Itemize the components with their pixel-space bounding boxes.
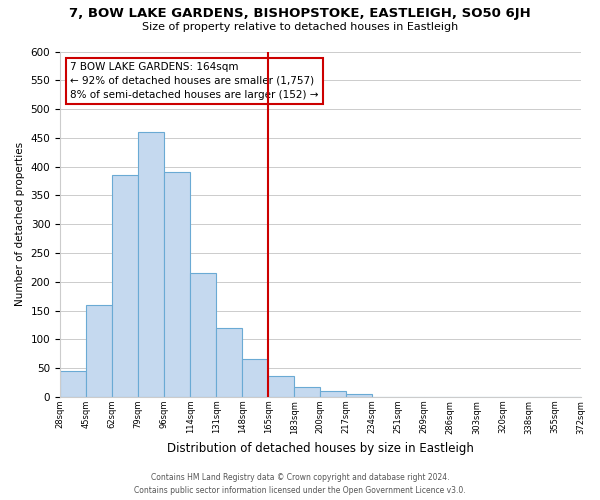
Text: 7, BOW LAKE GARDENS, BISHOPSTOKE, EASTLEIGH, SO50 6JH: 7, BOW LAKE GARDENS, BISHOPSTOKE, EASTLE…: [69, 8, 531, 20]
Bar: [164, 172, 190, 397]
Bar: [242, 360, 268, 397]
Text: Size of property relative to detached houses in Eastleigh: Size of property relative to detached ho…: [142, 22, 458, 32]
X-axis label: Distribution of detached houses by size in Eastleigh: Distribution of detached houses by size …: [167, 442, 474, 455]
Text: Contains HM Land Registry data © Crown copyright and database right 2024.
Contai: Contains HM Land Registry data © Crown c…: [134, 474, 466, 495]
Bar: [138, 132, 164, 397]
Text: 7 BOW LAKE GARDENS: 164sqm
← 92% of detached houses are smaller (1,757)
8% of se: 7 BOW LAKE GARDENS: 164sqm ← 92% of deta…: [70, 62, 319, 100]
Bar: [320, 391, 346, 397]
Bar: [346, 394, 373, 397]
Bar: [268, 376, 294, 397]
Bar: [216, 328, 242, 397]
Bar: [112, 176, 138, 397]
Bar: [86, 305, 112, 397]
Bar: [294, 386, 320, 397]
Bar: [190, 273, 216, 397]
Bar: [60, 371, 86, 397]
Y-axis label: Number of detached properties: Number of detached properties: [15, 142, 25, 306]
